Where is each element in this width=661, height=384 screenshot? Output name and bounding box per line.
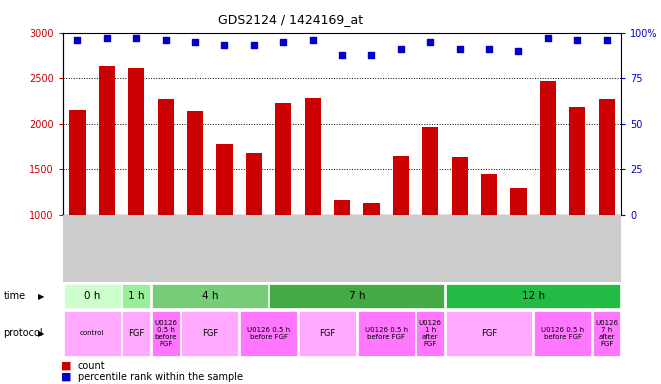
Bar <box>98 66 115 215</box>
Text: protocol: protocol <box>3 328 43 338</box>
Text: 0 h: 0 h <box>84 291 100 301</box>
Bar <box>446 284 621 308</box>
Bar <box>305 98 321 215</box>
Bar <box>569 106 586 215</box>
Bar <box>481 174 497 215</box>
Bar <box>152 284 268 308</box>
Bar <box>416 311 444 356</box>
Bar <box>334 200 350 215</box>
Point <box>543 35 553 41</box>
Bar <box>275 103 292 215</box>
Text: percentile rank within the sample: percentile rank within the sample <box>78 372 243 382</box>
Point <box>307 37 318 43</box>
Bar <box>181 311 239 356</box>
Point <box>572 37 582 43</box>
Bar <box>240 311 297 356</box>
Point <box>102 35 112 41</box>
Point <box>425 39 436 45</box>
Bar <box>152 311 180 356</box>
Point <box>336 51 348 58</box>
Bar <box>216 144 233 215</box>
Bar <box>270 284 444 308</box>
Bar <box>364 203 379 215</box>
Text: U0126 0.5 h
before FGF: U0126 0.5 h before FGF <box>541 327 584 339</box>
Text: 12 h: 12 h <box>522 291 545 301</box>
Text: control: control <box>80 330 104 336</box>
Bar <box>393 156 409 215</box>
Bar <box>299 311 356 356</box>
Point <box>72 37 83 43</box>
Bar <box>451 157 468 215</box>
Text: U0126
0.5 h
before
FGF: U0126 0.5 h before FGF <box>154 319 177 347</box>
Bar <box>599 99 615 215</box>
Point <box>131 35 141 41</box>
Point <box>219 42 230 48</box>
Bar <box>246 153 262 215</box>
Text: time: time <box>3 291 25 301</box>
Bar <box>122 311 150 356</box>
Text: ▶: ▶ <box>38 292 45 301</box>
Bar <box>593 311 621 356</box>
Text: FGF: FGF <box>202 329 218 338</box>
Text: 7 h: 7 h <box>348 291 365 301</box>
Text: FGF: FGF <box>319 329 336 338</box>
Point <box>366 51 377 58</box>
Bar <box>122 284 150 308</box>
Point <box>602 37 612 43</box>
Text: 1 h: 1 h <box>128 291 145 301</box>
Point <box>278 39 289 45</box>
Text: U0126
7 h
after
FGF: U0126 7 h after FGF <box>595 319 618 347</box>
Point <box>513 48 524 54</box>
Bar <box>128 68 144 215</box>
Bar <box>69 110 85 215</box>
Text: GDS2124 / 1424169_at: GDS2124 / 1424169_at <box>218 13 364 26</box>
Bar <box>510 188 527 215</box>
Text: U0126
1 h
after
FGF: U0126 1 h after FGF <box>419 319 442 347</box>
Bar <box>358 311 414 356</box>
Text: FGF: FGF <box>481 329 497 338</box>
Bar <box>540 81 556 215</box>
Text: U0126 0.5 h
before FGF: U0126 0.5 h before FGF <box>247 327 290 339</box>
Bar <box>446 311 532 356</box>
Text: 4 h: 4 h <box>202 291 218 301</box>
Point <box>454 46 465 52</box>
Text: ■: ■ <box>61 372 72 382</box>
Bar <box>63 284 121 308</box>
Point <box>484 46 494 52</box>
Text: U0126 0.5 h
before FGF: U0126 0.5 h before FGF <box>365 327 408 339</box>
Bar <box>63 311 121 356</box>
Text: FGF: FGF <box>128 329 144 338</box>
Point <box>249 42 259 48</box>
Bar <box>422 127 438 215</box>
Bar <box>187 111 203 215</box>
Bar <box>157 99 174 215</box>
Point <box>190 39 200 45</box>
Point <box>395 46 406 52</box>
Text: ■: ■ <box>61 361 72 371</box>
Bar <box>534 311 591 356</box>
Point <box>161 37 171 43</box>
Text: count: count <box>78 361 106 371</box>
Text: ▶: ▶ <box>38 329 45 338</box>
